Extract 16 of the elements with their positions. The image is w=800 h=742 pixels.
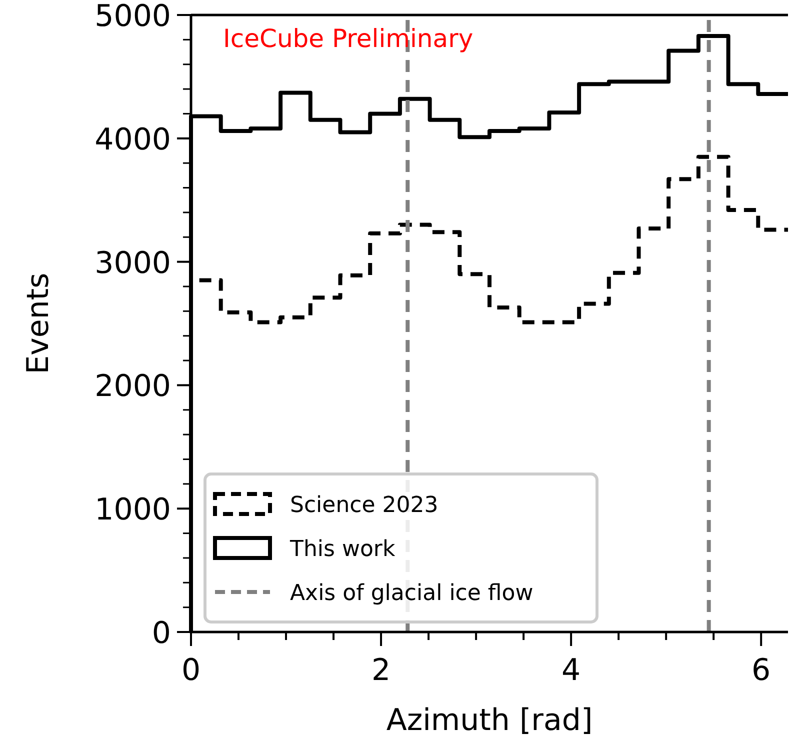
ref-line-label: Axis of glacial ice flow xyxy=(290,581,534,606)
x-tick-label: 0 xyxy=(181,653,201,688)
y-tick-label: 1000 xyxy=(94,492,171,528)
legend-label: This work xyxy=(289,537,396,562)
y-tick-label: 3000 xyxy=(94,246,171,281)
x-tick-label: 4 xyxy=(562,653,581,688)
x-tick-label: 2 xyxy=(371,653,391,688)
y-tick-label: 2000 xyxy=(94,369,171,404)
y-tick-label: 5000 xyxy=(94,0,171,34)
x-axis-title: Azimuth [rad] xyxy=(386,703,593,738)
annotation: IceCube Preliminary xyxy=(223,24,474,53)
y-tick-label: 0 xyxy=(152,616,171,651)
y-axis-title: Events xyxy=(21,272,56,374)
x-tick-label: 6 xyxy=(752,653,771,688)
legend-label: Science 2023 xyxy=(290,493,438,518)
y-tick-label: 4000 xyxy=(94,122,171,158)
